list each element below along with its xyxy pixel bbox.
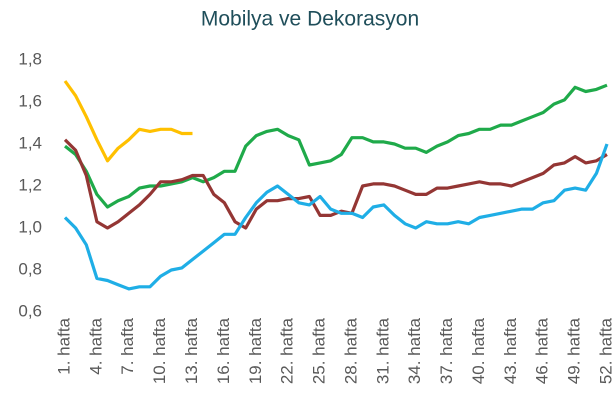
y-tick-label: 1,4 [18,133,42,152]
x-tick-label: 28. hafta [341,317,360,384]
x-tick-label: 25. hafta [310,317,329,384]
x-tick-label: 52. hafta [596,317,615,384]
x-tick-label: 1. hafta [54,317,73,374]
series-line [64,83,608,209]
x-tick-label: 34. hafta [405,317,424,384]
x-tick-label: 37. hafta [437,317,456,384]
x-tick-label: 10. hafta [150,317,169,384]
x-tick-label: 4. hafta [86,317,105,374]
chart-title: Mobilya ve Dekorasyon [201,8,419,31]
y-tick-label: 1,6 [18,91,42,110]
y-tick-label: 0,6 [18,301,42,320]
x-tick-label: 19. hafta [246,317,265,384]
series-line [63,138,608,230]
series-line [63,80,193,163]
y-tick-label: 1,8 [18,49,42,68]
x-tick-label: 43. hafta [501,317,520,384]
x-tick-label: 7. hafta [118,317,137,374]
x-tick-label: 22. hafta [278,317,297,384]
x-tick-label: 13. hafta [182,317,201,384]
y-tick-label: 0,8 [18,259,42,278]
x-tick-label: 46. hafta [533,317,552,384]
series-line [63,143,609,291]
y-tick-label: 1,0 [18,217,42,236]
y-tick-label: 1,2 [18,175,42,194]
x-tick-label: 49. hafta [565,317,584,384]
x-tick-label: 16. hafta [214,317,233,384]
x-tick-label: 40. hafta [469,317,488,384]
x-tick-label: 31. hafta [373,317,392,384]
